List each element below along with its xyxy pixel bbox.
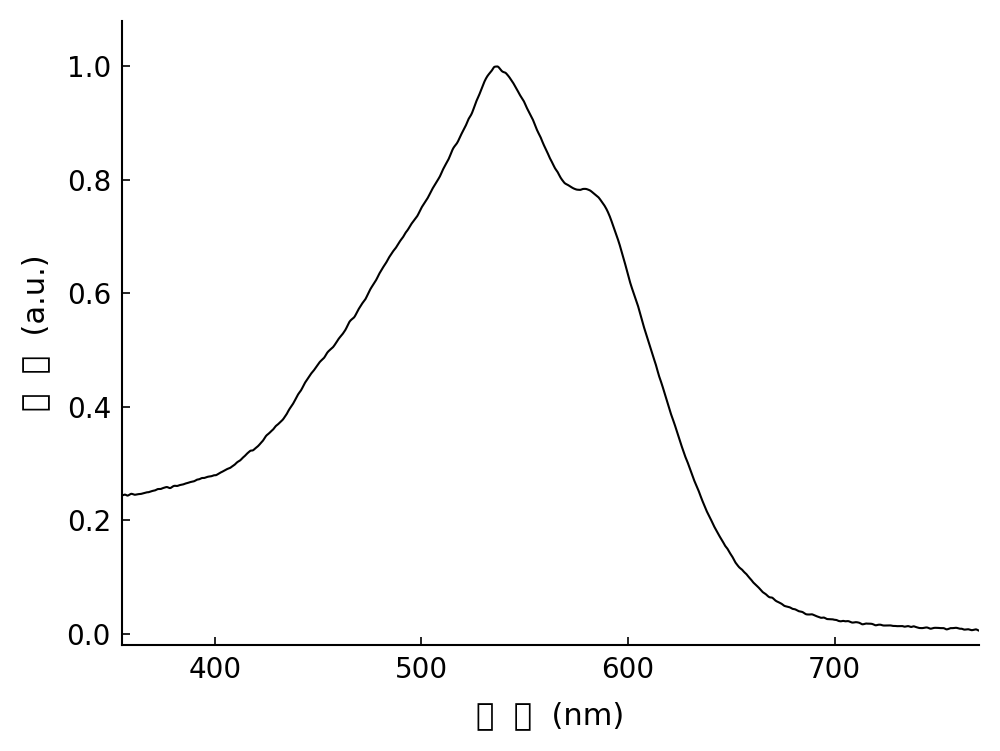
X-axis label: 波  长  (nm): 波 长 (nm)	[476, 701, 625, 730]
Y-axis label: 强  度  (a.u.): 强 度 (a.u.)	[21, 255, 50, 412]
